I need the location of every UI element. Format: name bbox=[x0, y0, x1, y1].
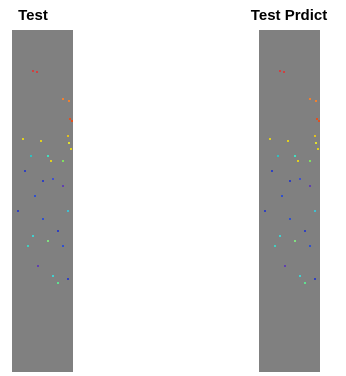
dot bbox=[27, 245, 29, 247]
dot bbox=[277, 155, 279, 157]
dot bbox=[299, 275, 301, 277]
dot bbox=[57, 282, 59, 284]
dot bbox=[62, 98, 64, 100]
dot bbox=[42, 180, 44, 182]
dot bbox=[264, 210, 266, 212]
dot bbox=[50, 160, 52, 162]
dot bbox=[281, 195, 283, 197]
dot bbox=[69, 118, 71, 120]
dot bbox=[315, 142, 317, 144]
dot bbox=[67, 210, 69, 212]
dot bbox=[52, 178, 54, 180]
panel-title: Test Prdict bbox=[251, 7, 327, 24]
dot bbox=[289, 218, 291, 220]
image-strip bbox=[12, 30, 73, 372]
dot bbox=[52, 275, 54, 277]
dot bbox=[70, 148, 72, 150]
dot bbox=[317, 148, 319, 150]
dot bbox=[71, 120, 73, 122]
dot bbox=[17, 210, 19, 212]
dot bbox=[271, 170, 273, 172]
dot bbox=[318, 120, 320, 122]
dot bbox=[309, 160, 311, 162]
dot bbox=[299, 178, 301, 180]
dot bbox=[314, 210, 316, 212]
dot bbox=[309, 98, 311, 100]
dot bbox=[67, 135, 69, 137]
dot bbox=[67, 278, 69, 280]
screen: Test Test Prdict bbox=[0, 0, 346, 376]
dot bbox=[62, 160, 64, 162]
dot bbox=[68, 100, 70, 102]
dot bbox=[283, 71, 285, 73]
dot bbox=[32, 70, 34, 72]
dot bbox=[297, 160, 299, 162]
dot bbox=[314, 278, 316, 280]
dot bbox=[37, 265, 39, 267]
dot bbox=[47, 240, 49, 242]
dot bbox=[62, 245, 64, 247]
dot bbox=[284, 265, 286, 267]
dot bbox=[40, 140, 42, 142]
dot bbox=[30, 155, 32, 157]
dot bbox=[269, 138, 271, 140]
panel-title: Test bbox=[18, 7, 48, 24]
dot bbox=[34, 195, 36, 197]
dot bbox=[62, 185, 64, 187]
dot bbox=[68, 142, 70, 144]
dot bbox=[289, 180, 291, 182]
dot bbox=[315, 100, 317, 102]
dot bbox=[294, 155, 296, 157]
dot bbox=[316, 118, 318, 120]
dot bbox=[304, 282, 306, 284]
dot bbox=[309, 185, 311, 187]
dot bbox=[42, 218, 44, 220]
dot bbox=[279, 235, 281, 237]
image-strip bbox=[259, 30, 320, 372]
dot bbox=[274, 245, 276, 247]
dot bbox=[24, 170, 26, 172]
dot bbox=[309, 245, 311, 247]
dot bbox=[57, 230, 59, 232]
dot bbox=[294, 240, 296, 242]
dot bbox=[47, 155, 49, 157]
dot bbox=[287, 140, 289, 142]
dot bbox=[314, 135, 316, 137]
dot bbox=[22, 138, 24, 140]
dot bbox=[32, 235, 34, 237]
dot bbox=[36, 71, 38, 73]
dot bbox=[304, 230, 306, 232]
dot bbox=[279, 70, 281, 72]
